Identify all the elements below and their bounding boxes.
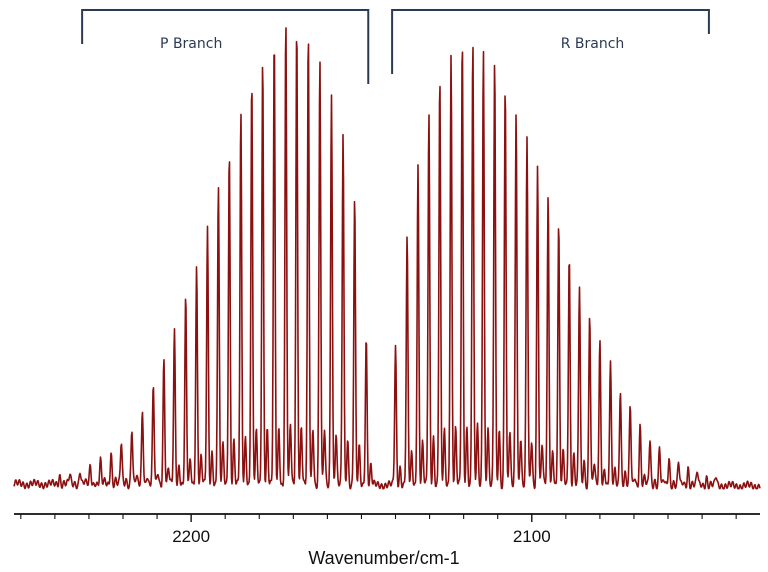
x-axis-ticks: 2200 2100 (20, 514, 737, 546)
r-branch-label: R Branch (561, 36, 625, 52)
branch-bracket (81, 9, 370, 84)
branch-bracket (391, 9, 710, 74)
x-tick-label: 2100 (513, 527, 551, 546)
x-tick-label: 2200 (172, 527, 210, 546)
branch-brackets: P Branch R Branch (81, 9, 710, 84)
spectrum-line (13, 27, 761, 490)
p-branch-label: P Branch (160, 36, 222, 52)
x-axis-label: Wavenumber/cm-1 (308, 548, 459, 568)
